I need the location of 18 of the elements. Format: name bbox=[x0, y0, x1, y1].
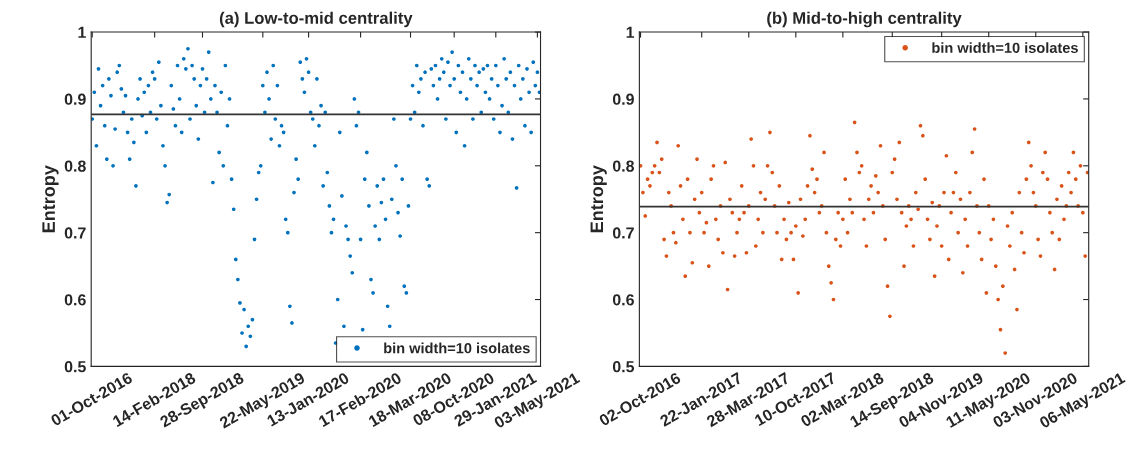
y-tick-label: 0.7 bbox=[64, 227, 86, 239]
y-tick-label: 0.8 bbox=[64, 160, 86, 172]
y-tick-label: 0.6 bbox=[64, 294, 86, 306]
y-axis-title: Entropy bbox=[42, 165, 59, 233]
y-tick-label: 0.5 bbox=[64, 361, 86, 373]
y-tick-label: 0.8 bbox=[612, 160, 635, 172]
y-tick-label: 0.5 bbox=[612, 361, 635, 373]
legend-label: bin width=10 isolates bbox=[384, 342, 530, 354]
y-axis-title: Entropy bbox=[590, 165, 607, 233]
y-tick-label: 1 bbox=[78, 26, 86, 38]
chart-title: (b) Mid-to-high centrality bbox=[767, 11, 962, 28]
legend-label: bin width=10 isolates bbox=[932, 42, 1078, 53]
y-tick-label: 0.7 bbox=[612, 227, 634, 239]
y-tick-label: 0.6 bbox=[612, 294, 634, 306]
y-tick-label: 1 bbox=[626, 26, 635, 38]
y-tick-label: 0.9 bbox=[64, 93, 86, 105]
y-tick-label: 0.9 bbox=[612, 93, 634, 105]
chart-title: (a) Low-to-mid centrality bbox=[219, 11, 413, 28]
